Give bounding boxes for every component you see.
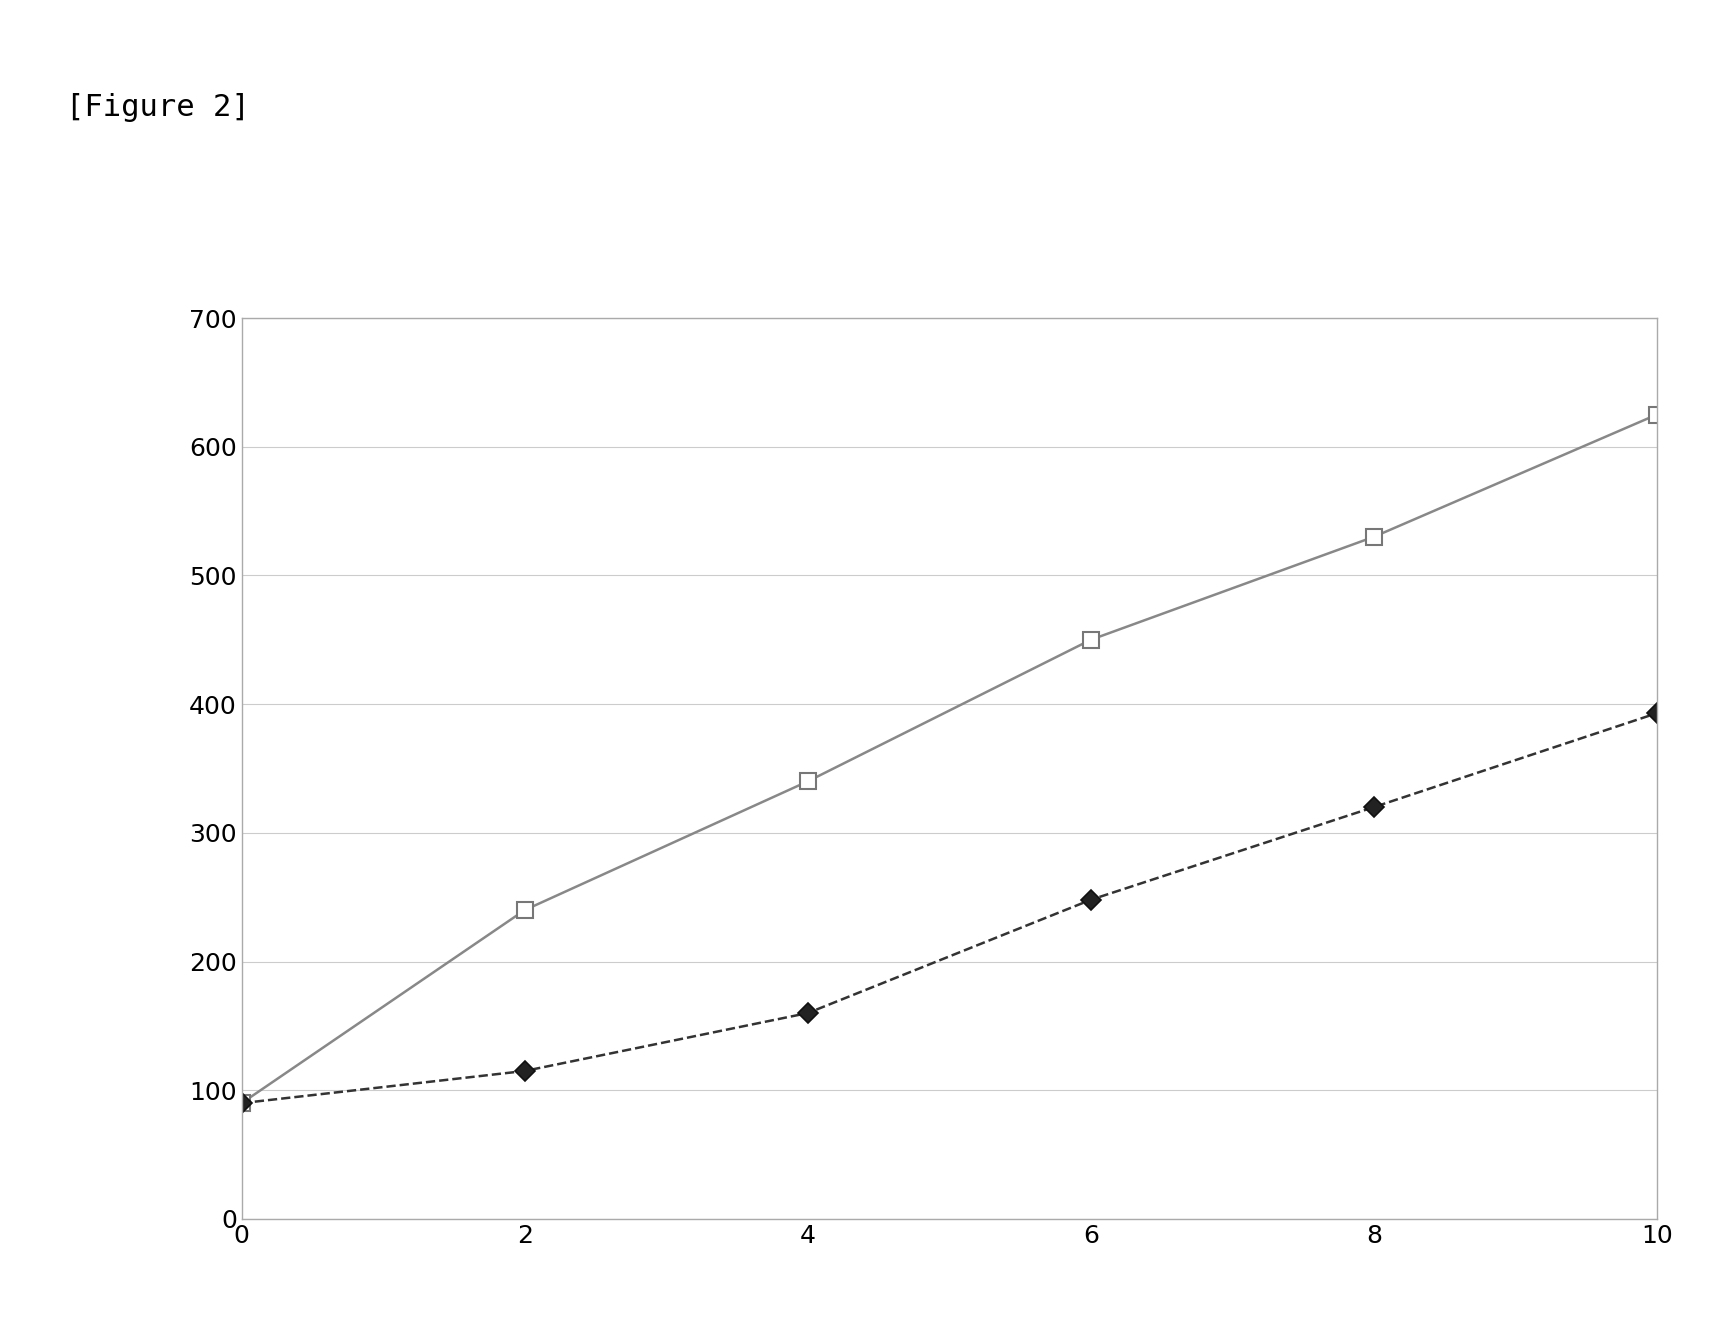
Text: [Figure 2]: [Figure 2] — [66, 93, 249, 122]
